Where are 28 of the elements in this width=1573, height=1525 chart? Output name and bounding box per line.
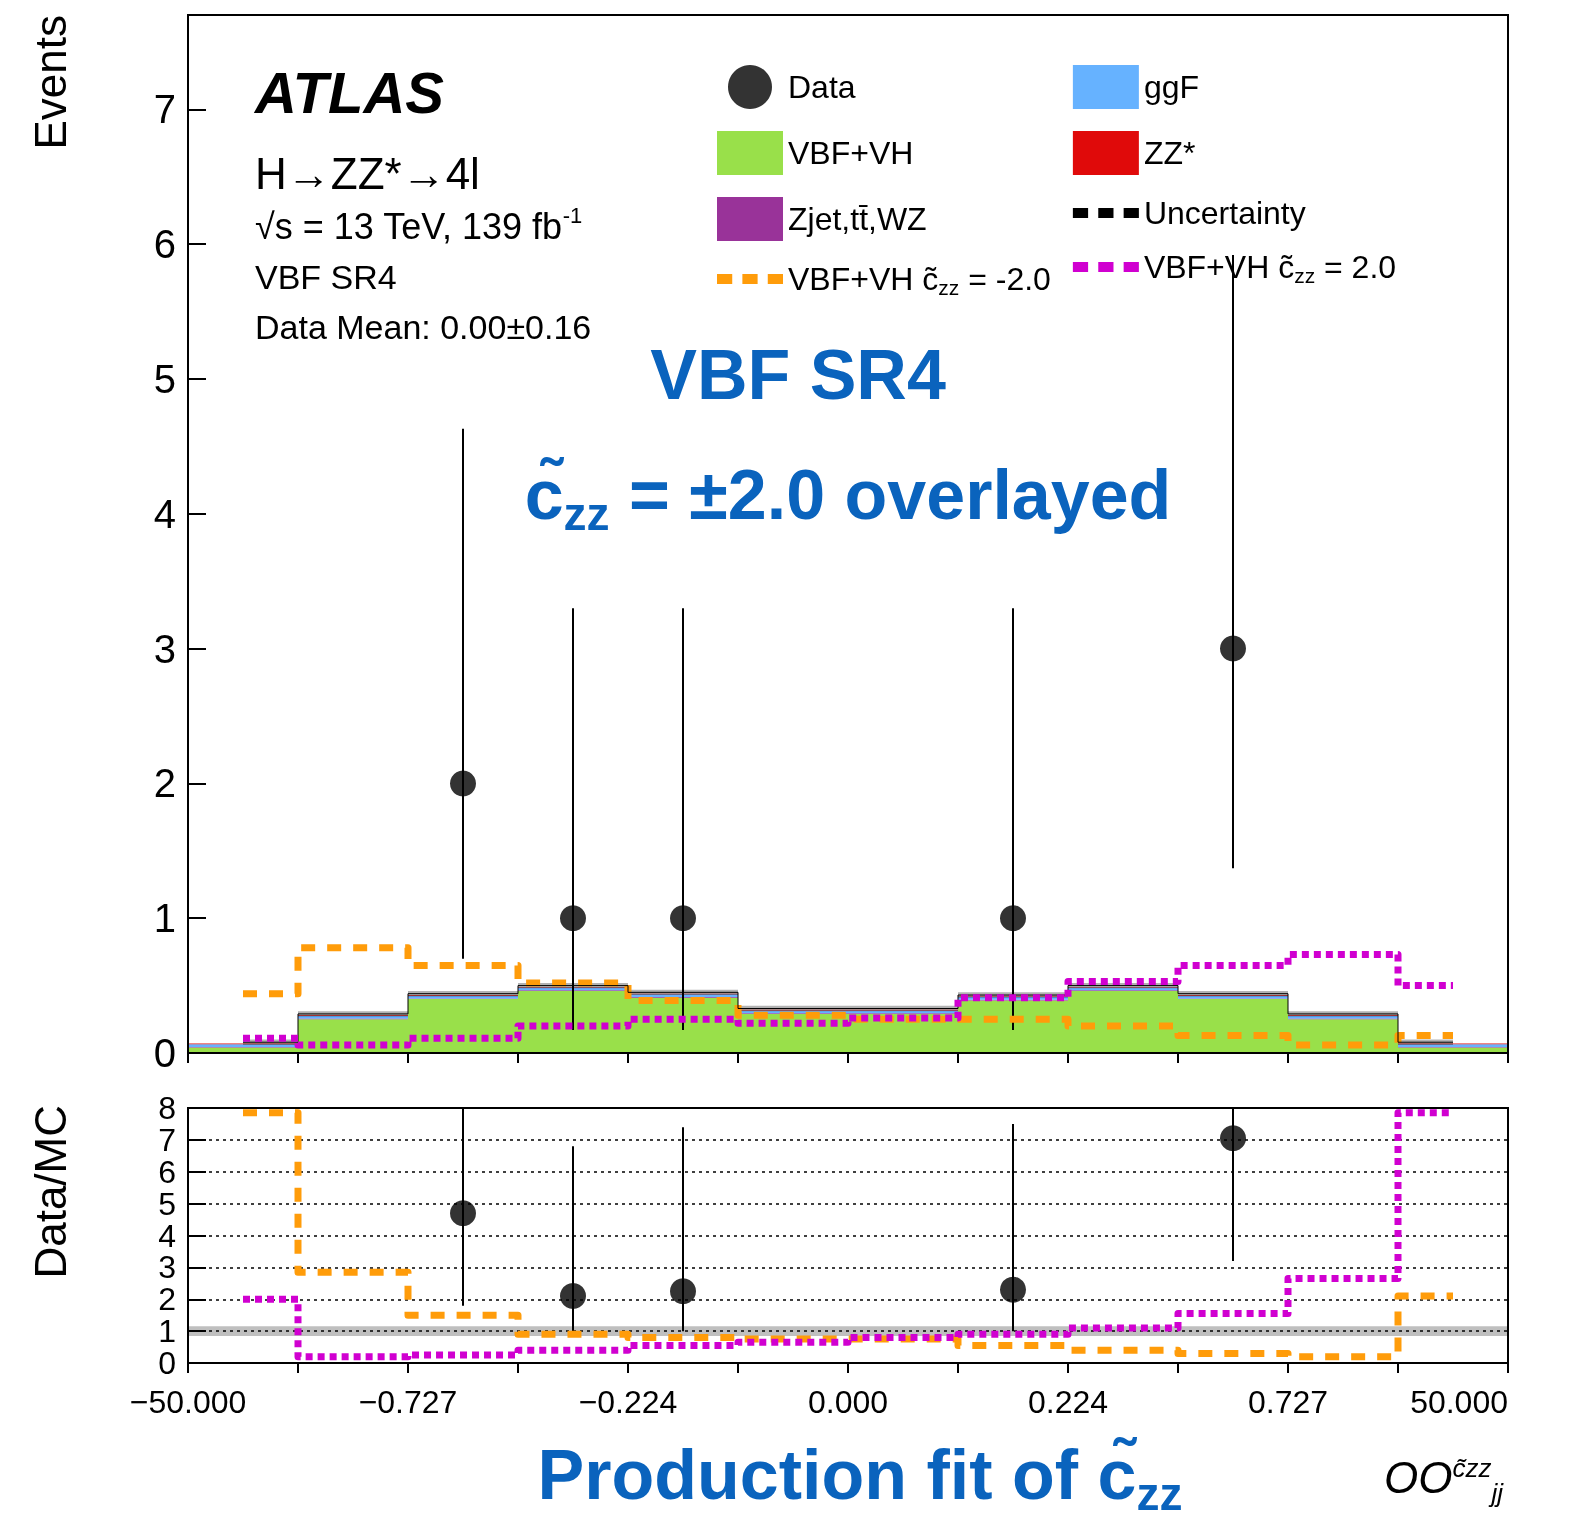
y-tick-label: 5 — [153, 356, 176, 401]
y-tick-label: 1 — [153, 896, 176, 941]
legend-label: Uncertainty — [1143, 195, 1306, 231]
annotation: VBF SR4 — [255, 258, 397, 296]
text: 0.224 — [1027, 1384, 1109, 1420]
text: 0.000 — [807, 1384, 889, 1420]
text: 50.000 — [1410, 1384, 1508, 1420]
annotation: VBF SR4 — [650, 336, 946, 414]
y-tick-label: 0 — [153, 1031, 176, 1075]
y-tick-label: 3 — [153, 626, 176, 671]
text: 0.727 — [1247, 1384, 1329, 1420]
y-tick-label: 6 — [153, 222, 176, 267]
y-tick-label: 7 — [153, 87, 176, 132]
text: −50.000 — [129, 1384, 247, 1420]
annotation: Data Mean: 0.00±0.16 — [255, 308, 592, 346]
annotation: ATLAS — [253, 59, 445, 125]
legend-label: ZZ* — [1143, 135, 1196, 171]
y-axis-title: Events — [25, 15, 75, 150]
text: −0.224 — [578, 1384, 678, 1420]
text: −0.727 — [358, 1384, 458, 1420]
legend-label: ggF — [1143, 69, 1200, 105]
legend-label: Zjet,tt̄,WZ — [788, 201, 927, 237]
legend-label: Data — [788, 69, 856, 105]
legend-label: VBF+VH — [788, 135, 914, 171]
y-tick-label: 4 — [153, 491, 176, 536]
y-axis-title: Data/MC — [25, 1105, 75, 1279]
annotation: H→ZZ*→4l — [255, 148, 480, 198]
y-tick-label: 2 — [153, 761, 176, 806]
